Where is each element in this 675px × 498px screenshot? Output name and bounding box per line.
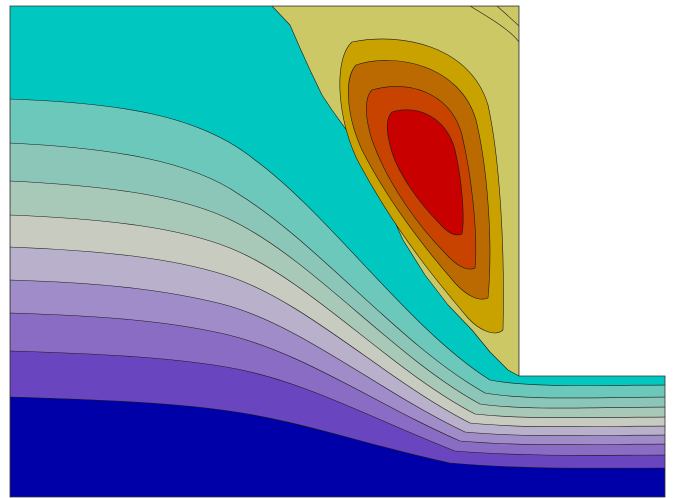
domain-outline (9, 5, 666, 498)
contour-line (469, 6, 520, 43)
band-level-14 (386, 109, 464, 236)
band-level-0 (10, 396, 665, 497)
contour-line (496, 6, 520, 27)
